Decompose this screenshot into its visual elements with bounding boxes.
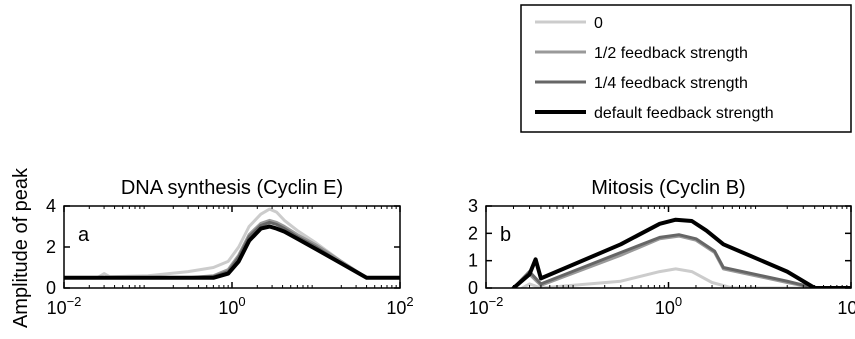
panel-a-dna-synthesis: DNA synthesis (Cyclin E) 10−2 100 102 0 2 4 a — [46, 177, 414, 318]
y-tick-label: 0 — [468, 278, 478, 298]
y-tick-label: 2 — [46, 237, 56, 257]
x-tick-label: 102 — [837, 294, 855, 318]
x-tick-label: 102 — [386, 294, 413, 318]
chart-title: Mitosis (Cyclin B) — [591, 177, 745, 199]
x-tick-label: 100 — [655, 294, 682, 318]
legend-label: 1/2 feedback strength — [594, 45, 748, 62]
panel-label: b — [500, 224, 511, 246]
panel-label: a — [78, 224, 90, 246]
series-line-3 — [512, 233, 851, 288]
y-tick-label: 3 — [468, 196, 478, 216]
y-tick-label: 0 — [46, 278, 56, 298]
x-tick-label: 10−2 — [47, 294, 82, 318]
series-line-1 — [520, 267, 851, 288]
legend-label: 1/4 feedback strength — [594, 75, 748, 92]
series-line-4 — [511, 217, 851, 288]
panel-b-mitosis: Mitosis (Cyclin B) 10−2 100 102 0 1 2 3 b — [468, 177, 855, 318]
chart-title: DNA synthesis (Cyclin E) — [121, 177, 343, 199]
y-tick-label: 2 — [468, 223, 478, 243]
legend: 0 1/2 feedback strength 1/4 feedback stren… — [520, 4, 852, 133]
series-line-4 — [64, 224, 400, 280]
x-tick-label: 100 — [218, 294, 245, 318]
y-tick-label: 1 — [468, 251, 478, 271]
legend-label: default feedback strength — [594, 105, 774, 122]
y-axis-label: Amplitude of peak — [10, 167, 32, 328]
y-tick-label: 4 — [46, 196, 56, 216]
legend-label: 0 — [594, 15, 603, 32]
x-tick-label: 10−2 — [469, 294, 504, 318]
